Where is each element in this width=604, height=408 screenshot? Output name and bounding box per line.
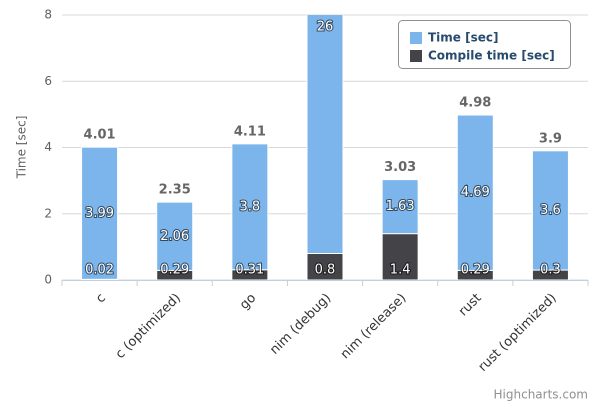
y-tick-label: 4 [44,140,52,154]
stack-total: 4.11 [234,124,266,139]
data-label: 0.29 [160,263,189,278]
legend-label[interactable]: Time [sec] [428,31,498,45]
stack-total: 4.98 [459,96,491,111]
bar-segment [531,150,569,271]
data-label: 3.99 [85,206,114,221]
data-label: 1.4 [390,263,411,278]
x-tick-label: nim (release) [338,291,410,363]
bar-segment [81,146,119,280]
legend: Time [sec] Compile time [sec] [398,20,571,69]
legend-swatch [410,32,422,44]
data-label: 1.63 [386,199,415,214]
stack-total: 3.9 [539,131,562,146]
bar-segment [381,233,419,280]
data-labels: 0.02 3.99 0.29 2.06 0.31 3.8 0.8 26 1.4 1.63 0.29 4… [84,19,562,279]
data-label: 0.3 [540,263,561,278]
stack-total: 3.03 [384,160,416,175]
x-tick-label: nim (debug) [267,291,334,358]
bar-segment [231,143,269,271]
stack-total: 4.01 [84,128,116,143]
x-tick-label: rust (optimized) [476,291,560,375]
data-label: 0.02 [85,263,114,278]
bar-segment [306,15,344,254]
x-tick-label: c [93,291,109,307]
data-label: 0.29 [461,263,490,278]
bar-segment [381,179,419,235]
y-tick-label: 2 [44,206,52,220]
data-label: 3.6 [540,203,561,218]
y-tick-label: 6 [44,74,52,88]
y-axis-title: Time [sec] [15,116,29,180]
credits[interactable]: Highcharts.com [494,388,588,402]
data-label: 2.06 [160,229,189,244]
x-tick-label: go [237,291,259,313]
x-tick-label: c (optimized) [113,291,184,362]
y-tick-label: 0 [44,273,52,287]
data-label: 0.8 [315,263,336,278]
legend-box [398,20,571,69]
data-label: 3.8 [240,199,261,214]
data-label: 0.31 [235,263,264,278]
x-tick-label: rust [456,291,485,320]
legend-label[interactable]: Compile time [sec] [428,49,555,63]
bar-segment [456,114,494,271]
y-tick-label: 8 [44,8,52,22]
data-label: 4.69 [461,185,490,200]
data-label: 26 [317,20,334,35]
bar-segment [306,253,344,280]
bar-segment [156,201,194,271]
legend-swatch [410,50,422,62]
plot-area [81,15,569,280]
stack-total: 2.35 [159,183,191,198]
